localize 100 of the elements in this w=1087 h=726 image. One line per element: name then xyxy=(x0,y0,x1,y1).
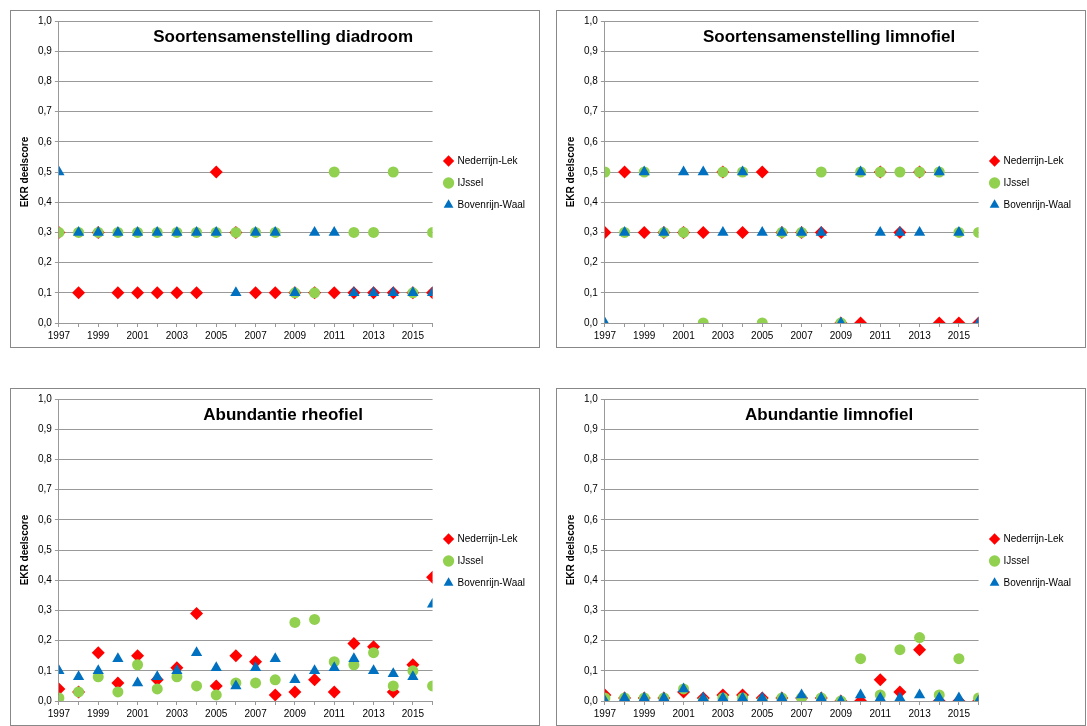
x-tick-label: 2007 xyxy=(244,329,268,341)
y-tick-label: 0,7 xyxy=(584,483,599,495)
x-tick-label: 2001 xyxy=(672,329,696,341)
legend-label: Nederrijn-Lek xyxy=(457,532,519,544)
y-tick-label: 0,5 xyxy=(38,543,53,555)
y-tick-label: 0,4 xyxy=(38,195,53,207)
x-tick-label: 2005 xyxy=(751,329,774,341)
y-axis-title: EKR deelscore xyxy=(18,136,30,208)
chart-title: Soortensamenstelling limnofiel xyxy=(702,26,956,46)
legend-label: Nederrijn-Lek xyxy=(1003,532,1065,544)
legend-label: Bovenrijn-Waal xyxy=(457,198,526,210)
y-tick-label: 0,4 xyxy=(38,573,53,585)
x-tick-label: 2007 xyxy=(790,707,814,719)
y-tick-label: 0,3 xyxy=(38,226,53,238)
y-tick-label: 0,1 xyxy=(584,286,599,298)
x-tick-label: 2001 xyxy=(672,707,696,719)
legend-label: Nederrijn-Lek xyxy=(457,154,519,166)
y-tick-label: 0,6 xyxy=(584,135,599,147)
y-tick-label: 0,0 xyxy=(38,694,53,706)
y-tick-label: 0,3 xyxy=(584,226,599,238)
x-tick-label: 2015 xyxy=(947,329,971,341)
legend-label: Nederrijn-Lek xyxy=(1003,154,1065,166)
legend-label: IJssel xyxy=(1003,554,1030,566)
y-tick-label: 0,9 xyxy=(584,422,599,434)
chart-title: Abundantie limnofiel xyxy=(745,404,914,424)
y-tick-label: 0,2 xyxy=(584,256,599,268)
x-tick-label: 2005 xyxy=(205,329,228,341)
x-tick-label: 2009 xyxy=(283,707,307,719)
x-tick-label: 2009 xyxy=(829,707,853,719)
y-tick-label: 0,3 xyxy=(584,604,599,616)
x-tick-label: 2011 xyxy=(323,707,346,719)
y-axis-title: EKR deelscore xyxy=(564,136,576,208)
x-tick-label: 1999 xyxy=(633,707,656,719)
x-tick-label: 2003 xyxy=(711,707,735,719)
x-tick-label: 2011 xyxy=(869,329,892,341)
legend-label: Bovenrijn-Waal xyxy=(457,576,526,588)
y-tick-label: 0,3 xyxy=(38,604,53,616)
y-tick-label: 0,4 xyxy=(584,195,599,207)
x-tick-label: 1997 xyxy=(47,707,71,719)
x-tick-label: 2007 xyxy=(790,329,814,341)
y-tick-label: 1,0 xyxy=(584,14,599,26)
x-tick-label: 1999 xyxy=(633,329,656,341)
x-tick-label: 2001 xyxy=(126,329,150,341)
y-tick-label: 1,0 xyxy=(38,14,53,26)
y-tick-label: 0,9 xyxy=(38,44,53,56)
y-tick-label: 0,1 xyxy=(38,286,53,298)
y-tick-label: 0,8 xyxy=(38,453,53,465)
x-tick-label: 2005 xyxy=(205,707,228,719)
y-tick-label: 0,8 xyxy=(38,75,53,87)
y-tick-label: 0,7 xyxy=(38,105,53,117)
y-axis-title: EKR deelscore xyxy=(564,514,576,586)
x-tick-label: 2009 xyxy=(829,329,853,341)
x-tick-label: 2015 xyxy=(401,329,425,341)
y-tick-label: 0,6 xyxy=(38,135,53,147)
x-tick-label: 2003 xyxy=(711,329,735,341)
y-tick-label: 1,0 xyxy=(38,392,53,404)
x-tick-label: 2005 xyxy=(751,707,774,719)
x-tick-label: 2015 xyxy=(947,707,971,719)
y-tick-label: 0,5 xyxy=(38,165,53,177)
legend-label: IJssel xyxy=(457,554,484,566)
x-tick-label: 2011 xyxy=(323,329,346,341)
y-tick-label: 0,6 xyxy=(38,513,53,525)
y-tick-label: 0,1 xyxy=(38,664,53,676)
y-tick-label: 1,0 xyxy=(584,392,599,404)
x-tick-label: 1997 xyxy=(47,329,71,341)
y-tick-label: 0,2 xyxy=(38,256,53,268)
y-tick-label: 0,5 xyxy=(584,165,599,177)
y-tick-label: 0,7 xyxy=(38,483,53,495)
chart-title: Soortensamenstelling diadroom xyxy=(153,26,413,46)
x-tick-label: 2003 xyxy=(165,707,189,719)
y-tick-label: 0,8 xyxy=(584,75,599,87)
y-tick-label: 0,5 xyxy=(584,543,599,555)
y-axis-title: EKR deelscore xyxy=(18,514,30,586)
y-tick-label: 0,4 xyxy=(584,573,599,585)
x-tick-label: 2013 xyxy=(362,707,386,719)
x-tick-label: 2013 xyxy=(908,329,932,341)
y-tick-label: 0,0 xyxy=(584,694,599,706)
y-tick-label: 0,0 xyxy=(584,316,599,328)
x-tick-label: 2003 xyxy=(165,329,189,341)
y-tick-label: 0,8 xyxy=(584,453,599,465)
y-tick-label: 0,1 xyxy=(584,664,599,676)
y-tick-label: 0,6 xyxy=(584,513,599,525)
x-tick-label: 2001 xyxy=(126,707,150,719)
legend-label: IJssel xyxy=(457,176,484,188)
x-tick-label: 1997 xyxy=(593,329,617,341)
y-tick-label: 0,2 xyxy=(584,634,599,646)
x-tick-label: 2015 xyxy=(401,707,425,719)
x-tick-label: 2013 xyxy=(362,329,386,341)
y-tick-label: 0,0 xyxy=(38,316,53,328)
legend-label: Bovenrijn-Waal xyxy=(1003,576,1072,588)
y-tick-label: 0,7 xyxy=(584,105,599,117)
legend-label: IJssel xyxy=(1003,176,1030,188)
x-tick-label: 2007 xyxy=(244,707,268,719)
y-tick-label: 0,2 xyxy=(38,634,53,646)
x-tick-label: 2013 xyxy=(908,707,932,719)
legend-label: Bovenrijn-Waal xyxy=(1003,198,1072,210)
x-tick-label: 2011 xyxy=(869,707,892,719)
y-tick-label: 0,9 xyxy=(584,44,599,56)
chart-title: Abundantie rheofiel xyxy=(203,404,363,424)
x-tick-label: 1999 xyxy=(87,329,110,341)
